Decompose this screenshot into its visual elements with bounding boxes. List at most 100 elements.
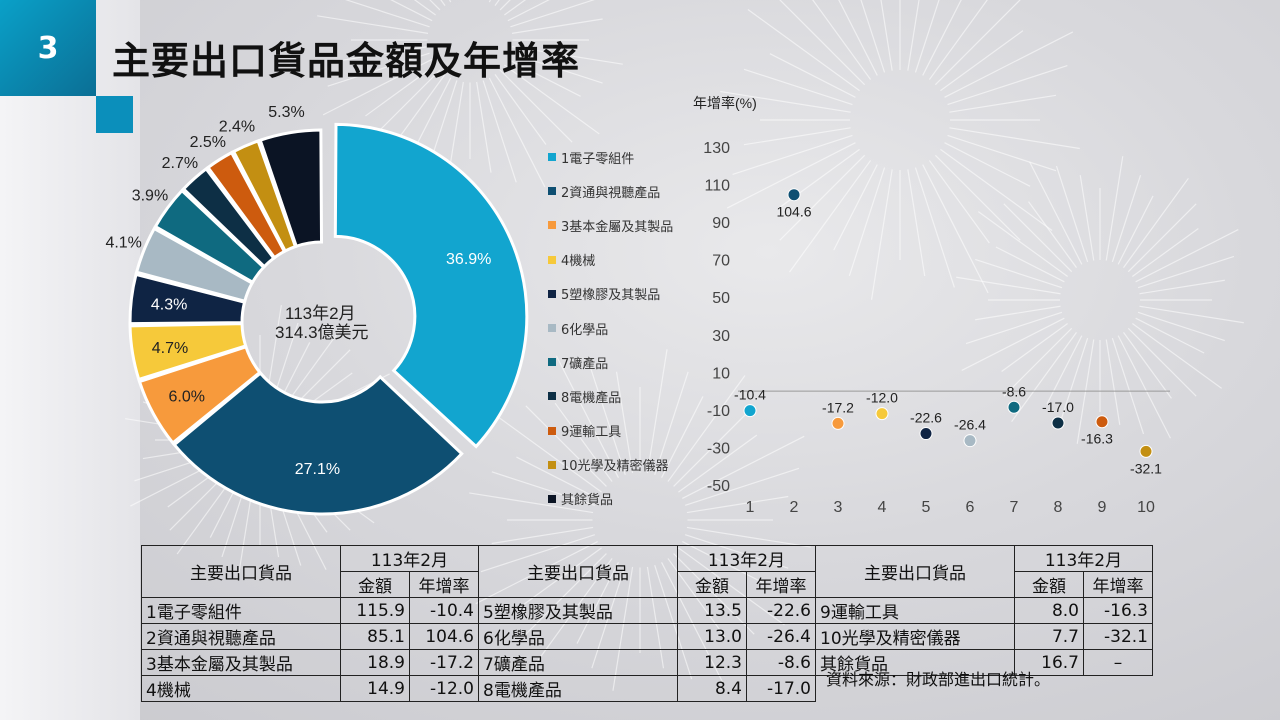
firework-spark <box>491 526 594 545</box>
firework-spark <box>726 142 856 209</box>
firework-spark <box>743 68 853 106</box>
x-tick-label: 8 <box>1054 499 1063 516</box>
firework-spark <box>928 160 990 244</box>
point-label: -10.4 <box>734 387 766 403</box>
chart-legend: 1電子零組件 2資通與視聽產品 3基本金屬及其製品 4機械 5塑橡膠及其製品 6化學品 7礦… <box>548 140 673 516</box>
table-cell-amount: 85.1 <box>340 623 410 650</box>
donut-chart: 36.9% 27.1% 6.0% 4.7% 4.3% 4.1% 3.9% 2.7% 2.5%2.… <box>105 104 529 516</box>
legend-swatch <box>548 324 556 333</box>
table-header-item: 主要出口貨品 <box>815 545 1015 598</box>
point-label: -32.1 <box>1130 460 1162 476</box>
growth-scatter-chart: 年增率(%) 130 110 90 70 50 30 10 -10 -30 -50 1 2 3 4 5 6 7… <box>693 95 1170 516</box>
scatter-point <box>1095 415 1109 429</box>
legend-item: 9運輸工具 <box>548 414 673 448</box>
table-header-amount: 金額 <box>340 571 410 598</box>
table-cell-amount: 13.5 <box>677 597 747 624</box>
x-tick-label: 6 <box>966 499 975 516</box>
table-header-growth: 年增率 <box>409 571 479 598</box>
legend-label: 5塑橡膠及其製品 <box>561 288 661 304</box>
firework-spark <box>1029 161 1083 265</box>
table-cell-item: 8電機產品 <box>478 675 678 702</box>
firework-spark <box>769 53 856 98</box>
donut-slice <box>258 128 324 249</box>
firework-spark <box>922 164 989 294</box>
firework-spark <box>928 0 988 80</box>
table-cell-item: 10光學及精密儀器 <box>815 623 1015 650</box>
firework-spark <box>499 69 573 143</box>
donut-slice <box>128 322 248 382</box>
table-cell-item: 3基本金屬及其製品 <box>141 649 341 676</box>
y-axis-title: 年增率(%) <box>693 95 757 111</box>
firework-spark <box>779 0 866 86</box>
table-row: 1電子零組件 115.9 -10.4 5塑橡膠及其製品 13.5 -22.6 9… <box>141 597 1153 624</box>
firework-spark <box>337 46 429 62</box>
firework-spark <box>1139 279 1225 295</box>
point-label: -8.6 <box>1002 383 1026 399</box>
table-cell-amount: 8.4 <box>677 675 747 702</box>
table-cell-amount: 14.9 <box>340 675 410 702</box>
legend-item: 8電機產品 <box>548 379 673 413</box>
firework-spark <box>686 495 789 514</box>
y-tick-label: 110 <box>704 178 730 195</box>
donut-label: 27.1% <box>295 461 340 478</box>
firework-spark <box>507 0 550 22</box>
table-cell-growth: -32.1 <box>1083 623 1153 650</box>
scatter-point <box>831 416 845 430</box>
legend-label: 1電子零組件 <box>561 151 635 167</box>
legend-item: 5塑橡膠及其製品 <box>548 277 673 311</box>
firework-spark <box>914 167 955 288</box>
firework-spark <box>1105 339 1121 425</box>
firework-spark <box>1111 175 1142 263</box>
legend-swatch <box>548 221 556 230</box>
table-row: 2資通與視聽產品 85.1 104.6 6化學品 13.0 -26.4 10光學… <box>141 623 1153 650</box>
scatter-point <box>1051 416 1065 430</box>
firework-spark <box>469 492 594 514</box>
donut-slice <box>333 122 529 449</box>
firework-spark <box>684 467 800 506</box>
firework-spark <box>1117 195 1154 265</box>
table-cell-amount: 18.9 <box>340 649 410 676</box>
table-cell-amount: 12.3 <box>677 649 747 676</box>
firework-spark <box>511 18 603 34</box>
scatter-point <box>875 407 889 421</box>
donut-label: 2.4% <box>219 119 255 136</box>
firework-spark <box>1055 165 1089 263</box>
firework-spark <box>615 371 634 474</box>
firework-spark <box>344 0 430 28</box>
firework-spark <box>1079 175 1095 261</box>
donut-slice <box>128 272 247 326</box>
firework-spark <box>667 375 746 482</box>
firework-spark <box>327 52 430 87</box>
firework-spark <box>947 65 1068 106</box>
legend-label: 3基本金屬及其製品 <box>561 219 674 235</box>
table-cell-amount: 115.9 <box>340 597 410 624</box>
firework-spark <box>482 80 517 183</box>
firework-spark <box>390 0 433 22</box>
firework-spark <box>1105 156 1124 261</box>
table-cell-growth: -10.4 <box>409 597 479 624</box>
donut-label: 4.7% <box>152 340 188 357</box>
firework-spark <box>949 94 1057 113</box>
table-cell-growth: 104.6 <box>409 623 479 650</box>
y-tick-label: 10 <box>712 365 730 382</box>
legend-item: 1電子零組件 <box>548 140 673 174</box>
table-cell-growth: -17.0 <box>746 675 816 702</box>
export-table: 主要出口貨品 113年2月 主要出口貨品 113年2月 主要出口貨品 113年2… <box>141 545 1153 702</box>
y-tick-label: -30 <box>707 440 730 457</box>
x-tick-label: 2 <box>790 499 799 516</box>
firework-spark <box>365 64 436 117</box>
table-cell-growth: -12.0 <box>409 675 479 702</box>
firework-spark <box>720 90 851 113</box>
table-header-period: 113年2月 <box>340 545 479 572</box>
x-tick-label: 9 <box>1098 499 1107 516</box>
point-label: 104.6 <box>776 204 811 220</box>
table-cell-growth: -26.4 <box>746 623 816 650</box>
y-tick-label: 50 <box>712 290 730 307</box>
table-cell-growth: – <box>1083 649 1153 676</box>
firework-spark <box>1135 317 1205 354</box>
table-cell-amount: 8.0 <box>1014 597 1084 624</box>
table-header-amount: 金額 <box>1014 571 1084 598</box>
firework-spark <box>491 471 596 506</box>
table-row: 4機械 14.9 -12.0 8電機產品 8.4 -17.0 <box>141 675 1153 702</box>
